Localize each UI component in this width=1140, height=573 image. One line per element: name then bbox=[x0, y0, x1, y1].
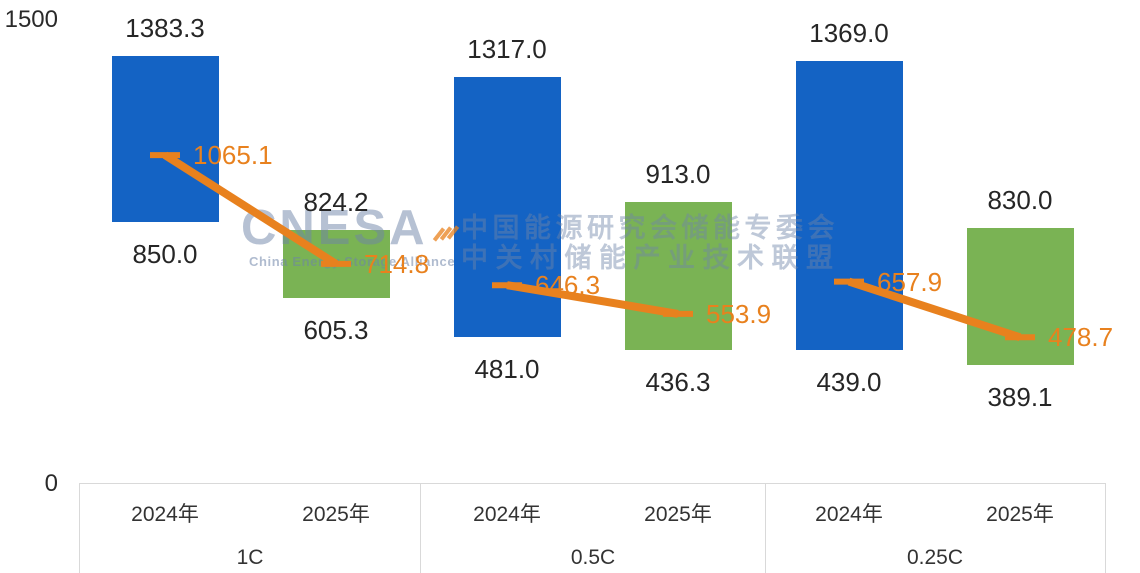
axis-table-divider-3 bbox=[1105, 483, 1106, 573]
axis-year-label-1c-2024: 2024年 bbox=[131, 503, 199, 526]
range-bar-0_5c-2024 bbox=[454, 77, 561, 337]
y-axis-zero-label: 0 bbox=[44, 470, 58, 497]
axis-table-divider-0 bbox=[79, 483, 80, 573]
axis-year-label-0_25c-2024: 2024年 bbox=[815, 503, 883, 526]
axis-group-label-0_5c: 0.5C bbox=[570, 546, 616, 569]
axis-table-top-border bbox=[79, 483, 1105, 484]
range-bar-1c-2025 bbox=[283, 230, 390, 298]
range-bar-0_5c-2025 bbox=[625, 202, 732, 350]
range-bar-0_25c-2025 bbox=[967, 228, 1074, 365]
axis-year-label-0_5c-2024: 2024年 bbox=[473, 503, 541, 526]
axis-table-divider-2 bbox=[765, 483, 766, 573]
axis-group-label-0_25c: 0.25C bbox=[906, 546, 964, 569]
axis-group-label-1c: 1C bbox=[236, 546, 264, 569]
range-bar-0_25c-2024 bbox=[796, 61, 903, 350]
axis-year-label-0_5c-2025: 2025年 bbox=[644, 503, 712, 526]
range-bar-1c-2024 bbox=[112, 56, 219, 222]
axis-year-label-0_25c-2025: 2025年 bbox=[986, 503, 1054, 526]
axis-table-divider-1 bbox=[420, 483, 421, 573]
y-axis-max-label: 1500 bbox=[4, 6, 58, 33]
axis-year-label-1c-2025: 2025年 bbox=[302, 503, 370, 526]
